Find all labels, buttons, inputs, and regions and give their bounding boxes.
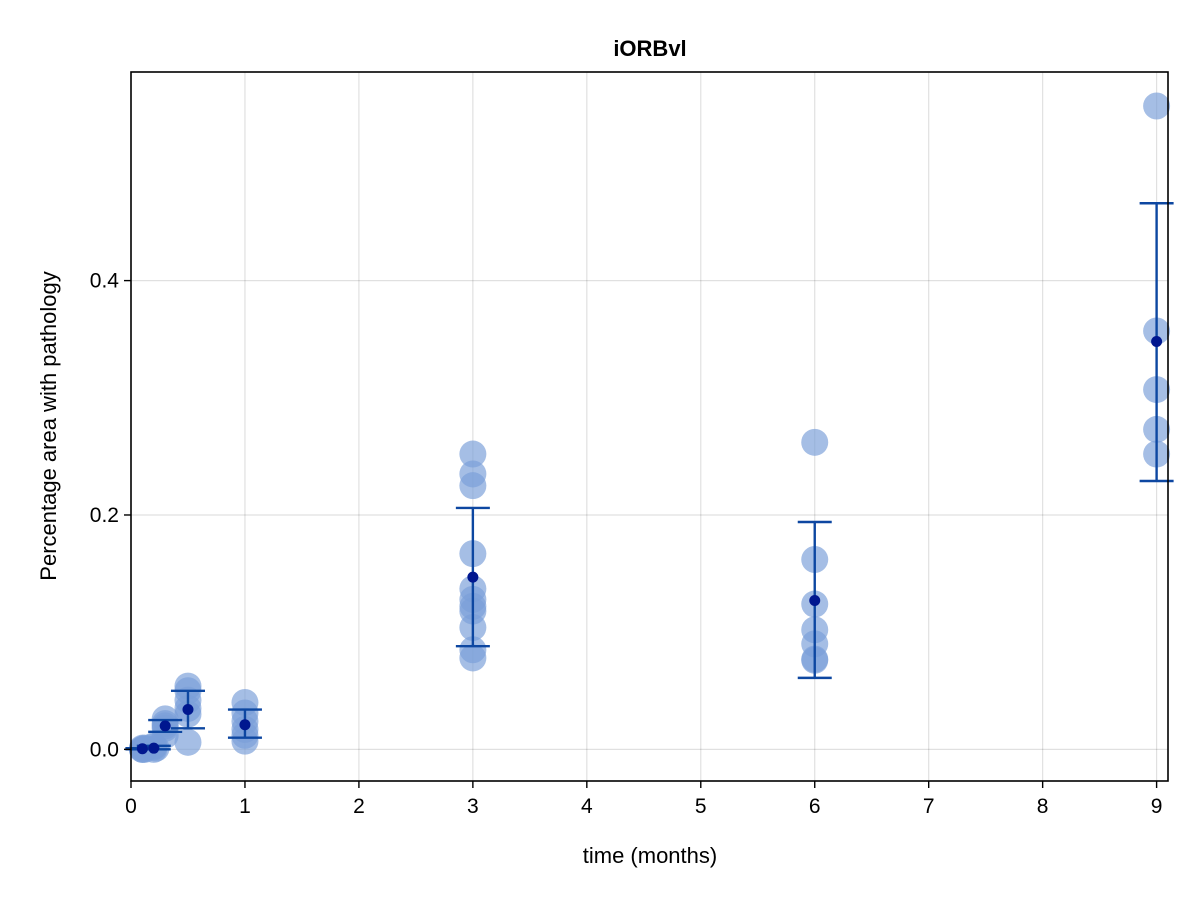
y-tick-label: 0.4 <box>90 270 120 293</box>
x-tick-label: 8 <box>1037 795 1049 818</box>
y-axis-ticks: 0.0 0.2 0.4 <box>90 270 131 761</box>
x-axis-ticks: 0 1 2 3 4 5 6 7 8 9 <box>125 781 1162 818</box>
mean-marker <box>182 704 194 716</box>
x-tick-label: 9 <box>1151 795 1163 818</box>
x-tick-label: 4 <box>581 795 593 818</box>
data-point <box>174 728 202 756</box>
y-axis-label: Percentage area with pathology <box>36 271 61 580</box>
mean-marker <box>148 742 160 754</box>
data-point <box>459 472 487 500</box>
mean-marker <box>136 743 148 755</box>
y-tick-label: 0.2 <box>90 504 119 527</box>
data-point <box>1143 92 1171 120</box>
mean-marker <box>159 720 171 732</box>
plot-frame <box>130 71 1169 782</box>
x-tick-label: 1 <box>239 795 251 818</box>
x-tick-label: 2 <box>353 795 365 818</box>
y-tick-label: 0.0 <box>90 738 119 761</box>
chart-title: iORBvl <box>613 36 686 61</box>
mean-marker <box>239 719 251 731</box>
x-axis-label: time (months) <box>583 843 717 868</box>
x-tick-label: 3 <box>467 795 479 818</box>
grid <box>130 72 1168 781</box>
data-point <box>801 428 829 456</box>
data-points <box>128 92 1171 763</box>
data-point <box>459 644 487 672</box>
mean-markers <box>136 336 1163 755</box>
x-tick-label: 6 <box>809 795 821 818</box>
x-tick-label: 7 <box>923 795 935 818</box>
data-point <box>459 440 487 468</box>
x-tick-label: 5 <box>695 795 707 818</box>
x-tick-label: 0 <box>125 795 137 818</box>
mean-marker <box>809 595 821 607</box>
data-point <box>174 672 202 700</box>
mean-marker <box>1151 336 1163 348</box>
mean-marker <box>467 571 479 583</box>
